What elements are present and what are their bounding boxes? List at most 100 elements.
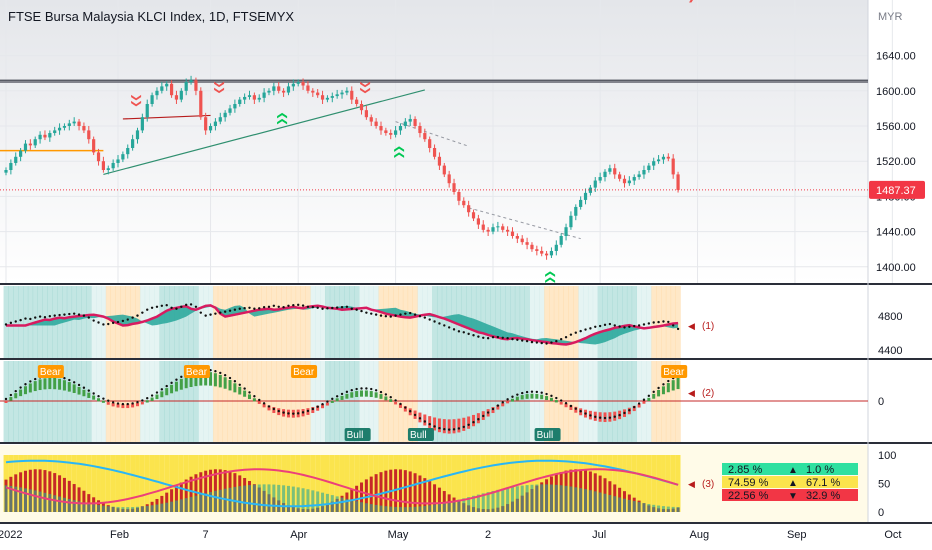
candle-body	[208, 126, 213, 131]
pane2-osc-bar	[325, 402, 329, 406]
pane2-osc-bar	[262, 403, 266, 408]
candle-body	[506, 229, 510, 232]
pane1-dot	[87, 316, 90, 319]
pane2-dot	[160, 388, 164, 391]
pane1-dot	[584, 328, 587, 331]
pane1-dot	[482, 336, 485, 340]
pane3-bar-teal	[520, 485, 524, 512]
pane3-bar-bg	[120, 455, 126, 512]
pane2-osc-bar	[379, 394, 383, 399]
pane3-bar-teal	[355, 501, 359, 512]
pane2-dot	[370, 387, 373, 391]
pane1-dot	[160, 304, 164, 307]
pane2-osc-bar	[545, 396, 549, 401]
candle-body	[442, 165, 446, 175]
pane1-zone	[227, 286, 233, 358]
pane3-bar-bg	[636, 455, 642, 512]
pane3-bar-teal	[530, 484, 534, 512]
pane3-bar-teal	[574, 487, 578, 512]
pane3-bar-teal	[350, 500, 354, 512]
pane2-osc-bar	[160, 391, 164, 398]
pane1-dot	[326, 307, 329, 310]
pane1-zone	[266, 286, 272, 358]
pane1-zone	[359, 286, 365, 358]
pane1-dot	[126, 318, 129, 321]
pane3-bar-teal	[452, 500, 456, 512]
candle-body	[121, 154, 125, 160]
pane3-bar-teal	[564, 485, 568, 512]
pane1-zone	[203, 286, 209, 358]
pane2-dot	[530, 390, 534, 393]
pane1-dot	[29, 317, 32, 321]
pane1-dot	[272, 304, 276, 307]
bear-signal-label: Bear	[663, 367, 685, 378]
pane1-dot	[569, 333, 573, 336]
candle-body	[101, 161, 105, 170]
candle-body	[452, 183, 456, 192]
pane3-bar-bg	[617, 455, 623, 512]
candle-body	[131, 139, 135, 148]
pane2-dot	[155, 391, 159, 394]
candle-body	[277, 86, 281, 91]
pane1-dot	[238, 307, 241, 310]
pane3-bar-teal	[116, 506, 120, 512]
pane3-bar-teal	[111, 506, 115, 512]
pane1-dot	[462, 331, 465, 334]
pane2-dot	[433, 425, 436, 428]
candle-body	[476, 218, 480, 225]
pane3-bar-teal	[360, 502, 364, 512]
pane1-zone	[373, 286, 379, 358]
pane1-dot	[613, 324, 616, 327]
pane3-bar-teal	[632, 501, 636, 512]
pane3-bar-bg	[290, 455, 296, 512]
pane3-bar-teal	[218, 489, 222, 512]
pane3-bar-bg	[324, 455, 330, 512]
pane1-zone	[232, 286, 238, 358]
pane2-osc-bar	[457, 418, 461, 433]
pane2-dot	[457, 427, 461, 430]
candle-body	[19, 150, 23, 157]
pane1-dot	[63, 313, 66, 316]
pane1-zone	[261, 286, 267, 358]
pane2-osc-bar	[316, 405, 320, 411]
pane3-bar-teal	[389, 506, 393, 512]
pane2-dot	[501, 401, 504, 404]
pane3-bar-teal	[374, 504, 378, 512]
pane3-bar-bg	[295, 455, 301, 512]
pane1-dot	[530, 340, 534, 344]
pane3-bar-red	[364, 479, 368, 512]
pane2-osc-bar	[14, 393, 18, 399]
pane2-dot	[379, 390, 383, 394]
pane3-bar-red	[62, 477, 66, 512]
pane2-osc-bar	[374, 392, 378, 398]
pane2-osc-bar	[228, 380, 232, 391]
candle-body	[92, 139, 96, 153]
candle-body	[364, 110, 368, 118]
pane3-bar-red	[189, 476, 193, 512]
pane2-dot	[657, 386, 660, 390]
pane1-dot	[418, 315, 422, 318]
pane2-dot	[555, 396, 558, 400]
pane1-dot	[516, 338, 519, 341]
candle-body	[82, 126, 86, 131]
pane2-osc-bar	[184, 376, 188, 389]
pane3-bar-teal	[121, 507, 125, 512]
pane1-dot	[150, 306, 154, 309]
pane3-bar-teal	[647, 504, 651, 512]
bull-signal-label: Bull	[410, 430, 427, 441]
pane3-tick-label: 100	[878, 450, 896, 462]
pane1-zone	[534, 286, 540, 358]
pane3-bar-teal	[384, 506, 388, 512]
pane3-bar-bg	[271, 455, 277, 512]
pane3-bar-teal	[476, 494, 480, 512]
pane1-dot	[258, 307, 261, 310]
pane2-osc-bar	[174, 381, 178, 392]
pane1-dot	[642, 323, 646, 326]
pane1-dot	[189, 303, 193, 306]
pane3-bar-teal	[481, 493, 485, 512]
pane2-osc-bar	[335, 398, 339, 402]
pane2-dot	[559, 399, 563, 402]
trend-line	[103, 89, 425, 175]
pane1-dot	[545, 342, 548, 345]
